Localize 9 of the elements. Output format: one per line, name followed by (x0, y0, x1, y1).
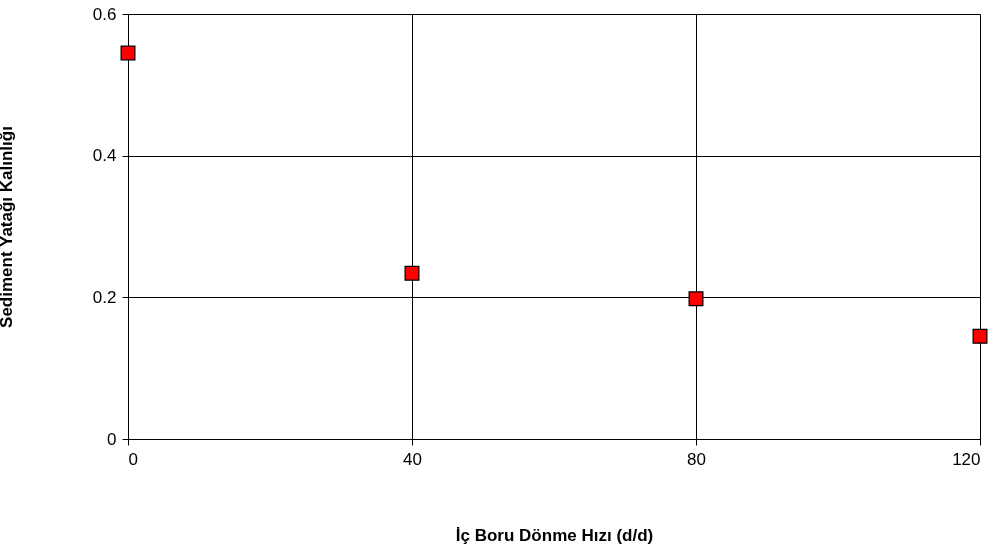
y-tick-label: 0.2 (92, 287, 117, 307)
x-tick-label: 40 (403, 449, 422, 469)
y-tick-label: 0 (107, 429, 117, 449)
x-tick-label: 0 (128, 449, 138, 469)
y-tick-label: 0.6 (92, 4, 117, 24)
x-tick-label: 80 (687, 449, 706, 469)
x-tick-label: 120 (952, 449, 981, 469)
y-tick-label: 0.4 (92, 146, 117, 166)
x-axis-title: İç Boru Dönme Hızı (d/d) (455, 525, 654, 545)
